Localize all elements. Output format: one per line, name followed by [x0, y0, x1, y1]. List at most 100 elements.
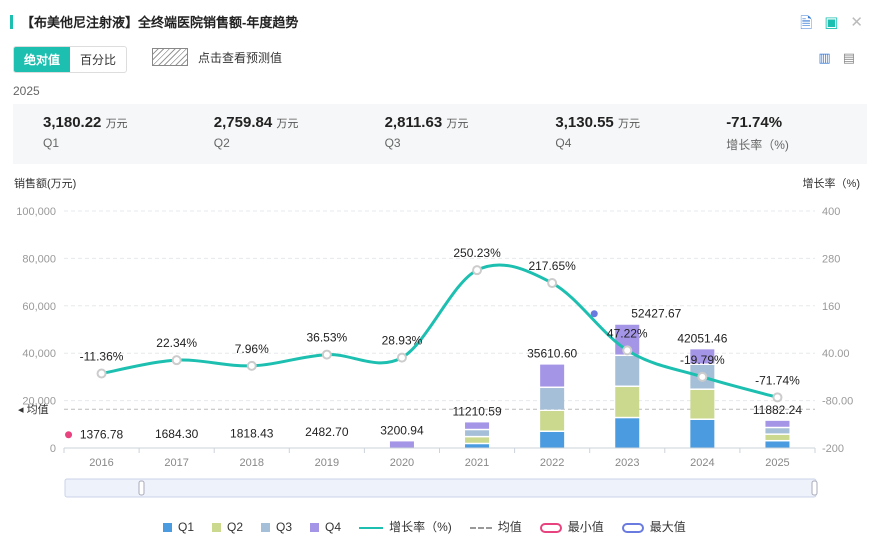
max-marker [590, 310, 598, 318]
growth-label: 7.96% [235, 342, 269, 356]
slider-handle-left[interactable] [138, 480, 145, 496]
absolute-button[interactable]: 绝对值 [14, 47, 71, 72]
right-tick-label: -200 [822, 443, 844, 455]
legend-label: 最大值 [649, 520, 686, 534]
right-tick-label: 400 [822, 206, 840, 218]
bar-q4 [389, 441, 414, 448]
bar-q3 [465, 430, 490, 436]
x-tick-label: 2016 [89, 457, 113, 469]
bar-q2 [615, 387, 640, 417]
growth-label: 28.93% [382, 334, 423, 348]
right-tick-label: 280 [822, 253, 840, 265]
right-tick-label: 160 [822, 301, 840, 313]
bar-q1 [540, 432, 565, 448]
bar-q3 [540, 388, 565, 410]
close-icon[interactable]: ✕ [850, 14, 863, 31]
unit: 万元 [105, 118, 128, 130]
legend-label: Q3 [276, 519, 293, 534]
legend-min[interactable]: 最小值 [539, 518, 604, 535]
legend-average[interactable]: 均值 [469, 518, 522, 535]
growth-label: 22.34% [156, 336, 197, 350]
growth-point [547, 278, 558, 289]
x-tick-label: 2021 [465, 457, 489, 469]
legend-label: Q4 [325, 519, 342, 534]
growth-label: 217.65% [528, 259, 576, 273]
value: -71.74% [726, 114, 783, 131]
value: 3,180.22 [43, 114, 102, 131]
x-tick-label: 2019 [315, 457, 339, 469]
x-tick-label: 2020 [390, 457, 414, 469]
right-tick-label: 40.00 [822, 348, 850, 360]
x-tick-label: 2025 [765, 457, 789, 469]
legend-max[interactable]: 最大值 [621, 518, 686, 535]
left-tick-label: 100,000 [16, 206, 56, 218]
average-label: ◂ 均值 [18, 403, 49, 416]
forecast-label: 点击查看预测值 [198, 50, 283, 65]
left-tick-label: 60,000 [22, 301, 56, 313]
bar-total-label: 1376.78 [80, 428, 124, 442]
x-tick-label: 2018 [240, 457, 264, 469]
slider-handle-right[interactable] [811, 480, 818, 496]
bar-total-label: 35610.60 [527, 347, 577, 361]
legend-label: Q1 [178, 519, 195, 534]
bar-chart-icon[interactable]: ▥ [818, 50, 831, 65]
summary-q2: 2,759.84 万元 Q2 [184, 104, 355, 164]
growth-point [246, 360, 257, 371]
legend-growth[interactable]: 增长率（%) [359, 518, 452, 535]
bar-q2 [765, 434, 790, 440]
legend-q3[interactable]: Q3 [261, 520, 292, 534]
label: Q4 [555, 136, 572, 150]
legend-label: 最小值 [567, 520, 604, 534]
legend-q4[interactable]: Q4 [310, 520, 341, 534]
growth-label: 47.22% [607, 326, 648, 340]
growth-point [396, 352, 407, 363]
right-tick-label: -80.00 [822, 396, 853, 408]
value: 2,811.63 [384, 114, 443, 131]
left-tick-label: 0 [50, 443, 56, 455]
x-tick-label: 2024 [690, 457, 714, 469]
legend-q2[interactable]: Q2 [212, 520, 243, 534]
right-axis-title: 增长率（%) [803, 176, 860, 190]
growth-point [321, 349, 332, 360]
legend-label: 增长率（%) [389, 520, 452, 534]
bar-q2 [690, 389, 715, 419]
bar-q4 [765, 420, 790, 427]
growth-label: -11.36% [80, 349, 124, 363]
summary-q3: 2,811.63 万元 Q3 [355, 104, 526, 164]
image-export-icon[interactable]: ▣ [824, 14, 839, 31]
x-tick-label: 2017 [164, 457, 188, 469]
hatch-icon [152, 48, 188, 66]
forecast-toggle[interactable]: 点击查看预测值 [152, 48, 282, 66]
percent-button[interactable]: 百分比 [80, 53, 117, 67]
x-tick-label: 2022 [540, 457, 564, 469]
summary-panel: 3,180.22 万元 Q1 2,759.84 万元 Q2 2,811.63 万元 Q… [13, 104, 867, 164]
growth-point [772, 392, 783, 403]
bar-q4 [465, 422, 490, 429]
growth-point [96, 368, 107, 379]
growth-point [622, 345, 633, 356]
bar-total-label: 42051.46 [677, 331, 727, 345]
bar-q2 [465, 437, 490, 443]
bar-total-label: 11210.59 [452, 404, 501, 418]
bar-q3 [765, 428, 790, 434]
document-icon[interactable]: ▤ [842, 50, 855, 65]
value: 2,759.84 [213, 114, 273, 131]
left-axis-title: 销售额(万元) [14, 176, 76, 190]
legend-q1[interactable]: Q1 [163, 520, 194, 534]
bar-total-label: 1818.43 [230, 427, 274, 441]
title-text: 【布美他尼注射液】全终端医院销售额-年度趋势 [21, 15, 299, 30]
unit: 万元 [446, 118, 469, 130]
legend-label: Q2 [227, 519, 244, 534]
value: 3,130.55 [555, 114, 614, 131]
excel-export-icon[interactable]: 🗎 [800, 15, 813, 32]
left-tick-label: 20,000 [22, 396, 56, 408]
growth-label: -19.79% [680, 353, 725, 367]
mode-toggle: 绝对值 百分比 [13, 46, 128, 73]
growth-line [101, 263, 778, 399]
growth-point [171, 355, 182, 366]
bar-q1 [465, 444, 490, 448]
legend: Q1 Q2 Q3 Q4 增长率（%) 均值 最小值 最大值 [163, 518, 686, 535]
bar-q3 [615, 356, 640, 386]
bar-total-label: 1684.30 [155, 427, 199, 441]
bar-q1 [765, 441, 790, 448]
